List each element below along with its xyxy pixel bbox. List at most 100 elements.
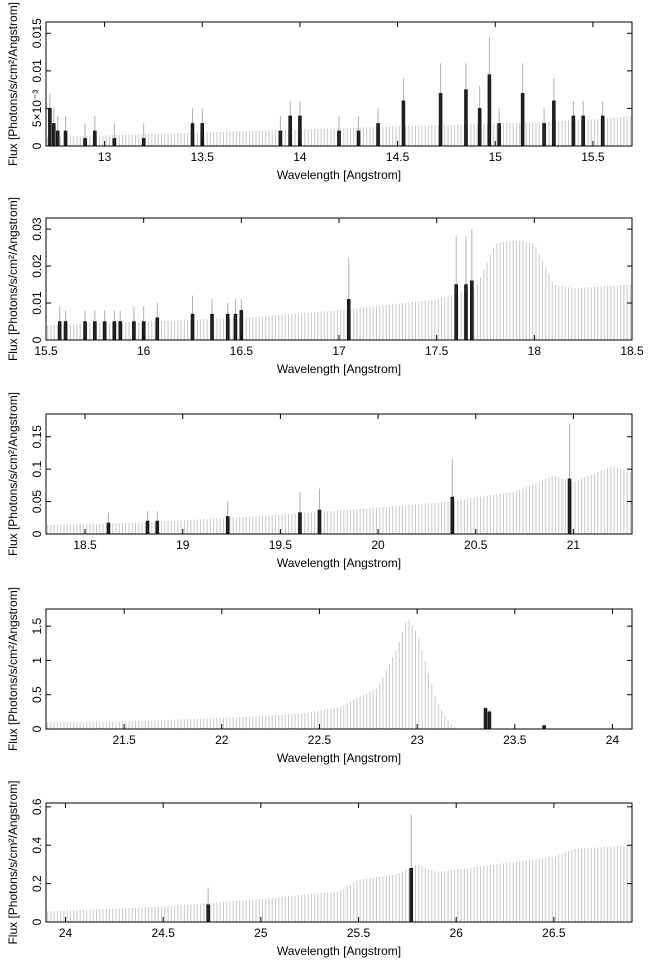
x-tick-label: 24.5 <box>152 926 176 940</box>
y-axis-label: Flux [Photons/s/cm²/Angstrom] <box>6 780 20 944</box>
line-bar <box>206 904 210 923</box>
x-axis-label: Wavelength [Angstrom] <box>277 751 401 765</box>
x-tick-label: 15.5 <box>34 344 58 358</box>
x-tick-label: 13 <box>98 150 112 164</box>
line-bar <box>155 317 160 341</box>
x-tick-label: 18 <box>528 344 542 358</box>
y-tick-label: 0.5 <box>30 686 44 703</box>
line-bar <box>337 130 341 147</box>
y-tick-label: 0 <box>30 336 44 343</box>
x-tick-label: 23.5 <box>503 733 527 747</box>
y-tick-label: 5×10⁻³ <box>30 90 44 127</box>
y-tick-label: 0.05 <box>30 490 44 514</box>
y-tick-label: 0.015 <box>30 18 44 48</box>
line-bar <box>450 496 455 535</box>
line-bar <box>112 321 117 341</box>
x-tick-label: 18.5 <box>620 344 644 358</box>
x-tick-label: 22 <box>215 733 229 747</box>
x-tick-label: 16.5 <box>230 344 254 358</box>
line-bar <box>106 522 111 535</box>
line-bar <box>409 868 414 923</box>
line-bar <box>317 509 322 535</box>
plot-frame <box>45 802 633 923</box>
line-bar <box>454 284 458 341</box>
line-bar <box>190 123 195 147</box>
chart-panel-3: 18.5 19 19.5 20 20.5 21 0 0.05 0.1 0.15 Wavelength… <box>6 392 633 570</box>
line-bar <box>438 93 443 147</box>
line-bar <box>83 138 87 147</box>
line-bar <box>552 100 556 147</box>
x-tick-label: 17 <box>332 344 346 358</box>
line-bar <box>48 108 52 147</box>
x-axis-label: Wavelength [Angstrom] <box>277 556 401 570</box>
y-tick-label: 1.5 <box>30 617 44 634</box>
line-bar <box>542 123 546 147</box>
y-tick-label: 0.6 <box>30 798 44 815</box>
y-tick-label: 0.01 <box>30 291 44 315</box>
x-tick-label: 20.5 <box>464 538 488 552</box>
line-bar <box>210 313 214 341</box>
line-bar <box>483 708 488 730</box>
line-bar <box>132 321 136 341</box>
line-bar <box>401 100 406 147</box>
line-bar <box>520 93 525 147</box>
x-tick-label: 25 <box>254 926 268 940</box>
x-tick-label: 25.5 <box>347 926 371 940</box>
line-bar <box>567 478 572 535</box>
x-tick-label: 24 <box>606 733 620 747</box>
x-tick-label: 14 <box>293 150 307 164</box>
x-tick-label: 23 <box>410 733 424 747</box>
y-tick-label: 0.02 <box>30 254 44 278</box>
line-bar <box>477 108 482 147</box>
y-axis-label: Flux [Photons/s/cm²/Angstrom] <box>6 2 20 166</box>
line-bar <box>542 725 546 730</box>
line-bar <box>356 130 361 147</box>
y-axis-label: Flux [Photons/s/cm²/Angstrom] <box>6 197 20 361</box>
line-bar <box>347 299 351 341</box>
x-tick-label: 26 <box>450 926 464 940</box>
plot-frame <box>45 21 633 147</box>
chart-panel-4: 21.5 22 22.5 23 23.5 24 0 0.5 1 1.5 Wavelength [An… <box>6 587 633 765</box>
x-tick-label: 15 <box>489 150 503 164</box>
line-bar <box>52 123 56 147</box>
line-bar <box>298 512 302 535</box>
y-tick-label: 0.01 <box>30 59 44 83</box>
y-axis-label: Flux [Photons/s/cm²/Angstrom] <box>6 587 20 751</box>
line-bar <box>190 313 195 341</box>
line-bar <box>102 321 107 341</box>
x-tick-label: 16 <box>137 344 151 358</box>
line-bar <box>155 520 160 535</box>
line-bar <box>571 115 576 147</box>
line-bar <box>464 284 468 341</box>
line-bar <box>497 123 501 147</box>
x-tick-label: 22.5 <box>308 733 332 747</box>
line-bar <box>581 115 585 147</box>
x-tick-label: 21 <box>567 538 581 552</box>
line-bar <box>487 711 492 730</box>
y-tick-label: 0.4 <box>30 837 44 854</box>
line-bar <box>225 313 230 341</box>
line-bar <box>464 89 468 147</box>
line-bar <box>112 138 117 147</box>
x-axis-label: Wavelength [Angstrom] <box>277 168 401 182</box>
y-tick-label: 1 <box>30 657 44 664</box>
x-tick-label: 19 <box>176 538 190 552</box>
x-tick-label: 18.5 <box>73 538 97 552</box>
plot-frame <box>45 608 633 730</box>
line-bar <box>487 74 492 147</box>
line-bar <box>145 520 150 535</box>
line-bar <box>233 313 238 341</box>
line-bar <box>288 115 292 147</box>
line-bar <box>118 321 122 341</box>
x-tick-label: 20 <box>371 538 385 552</box>
plot-frame <box>45 413 633 535</box>
chart-panel-2: 15.5 16 16.5 17 17.5 18 18.5 0 0.01 0.02 0.03 Wavel… <box>6 197 644 376</box>
x-tick-label: 19.5 <box>269 538 293 552</box>
line-bar <box>376 123 380 147</box>
line-bar <box>93 321 97 341</box>
line-bar <box>63 321 68 341</box>
x-tick-label: 15.5 <box>581 150 605 164</box>
y-tick-label: 0 <box>30 530 44 537</box>
x-tick-label: 13.5 <box>191 150 215 164</box>
